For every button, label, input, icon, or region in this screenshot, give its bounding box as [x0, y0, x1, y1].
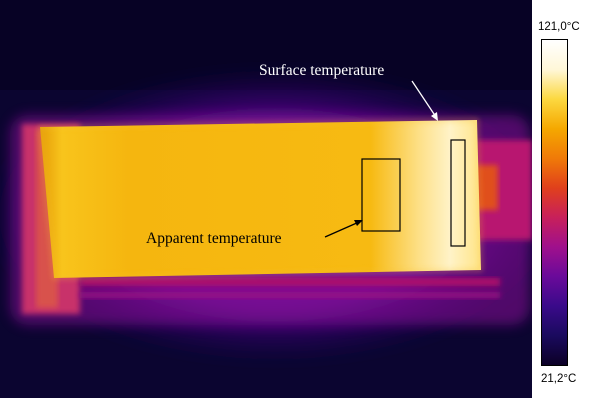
- apparent-temperature-label: Apparent temperature: [146, 230, 282, 247]
- apparent-arrow: [324, 220, 363, 238]
- scale-max-label: 121,0°C: [538, 21, 580, 33]
- scale-min-label: 21,2°C: [541, 373, 577, 385]
- temperature-colorbar: [541, 39, 568, 366]
- bottom-rails: [80, 278, 500, 298]
- thermal-image: [0, 0, 532, 398]
- surface-temperature-box: [450, 139, 466, 247]
- surface-temperature-label: Surface temperature: [259, 62, 385, 79]
- apparent-temperature-box: [361, 158, 401, 232]
- heated-plate: [40, 120, 481, 278]
- surface-arrow: [411, 80, 438, 121]
